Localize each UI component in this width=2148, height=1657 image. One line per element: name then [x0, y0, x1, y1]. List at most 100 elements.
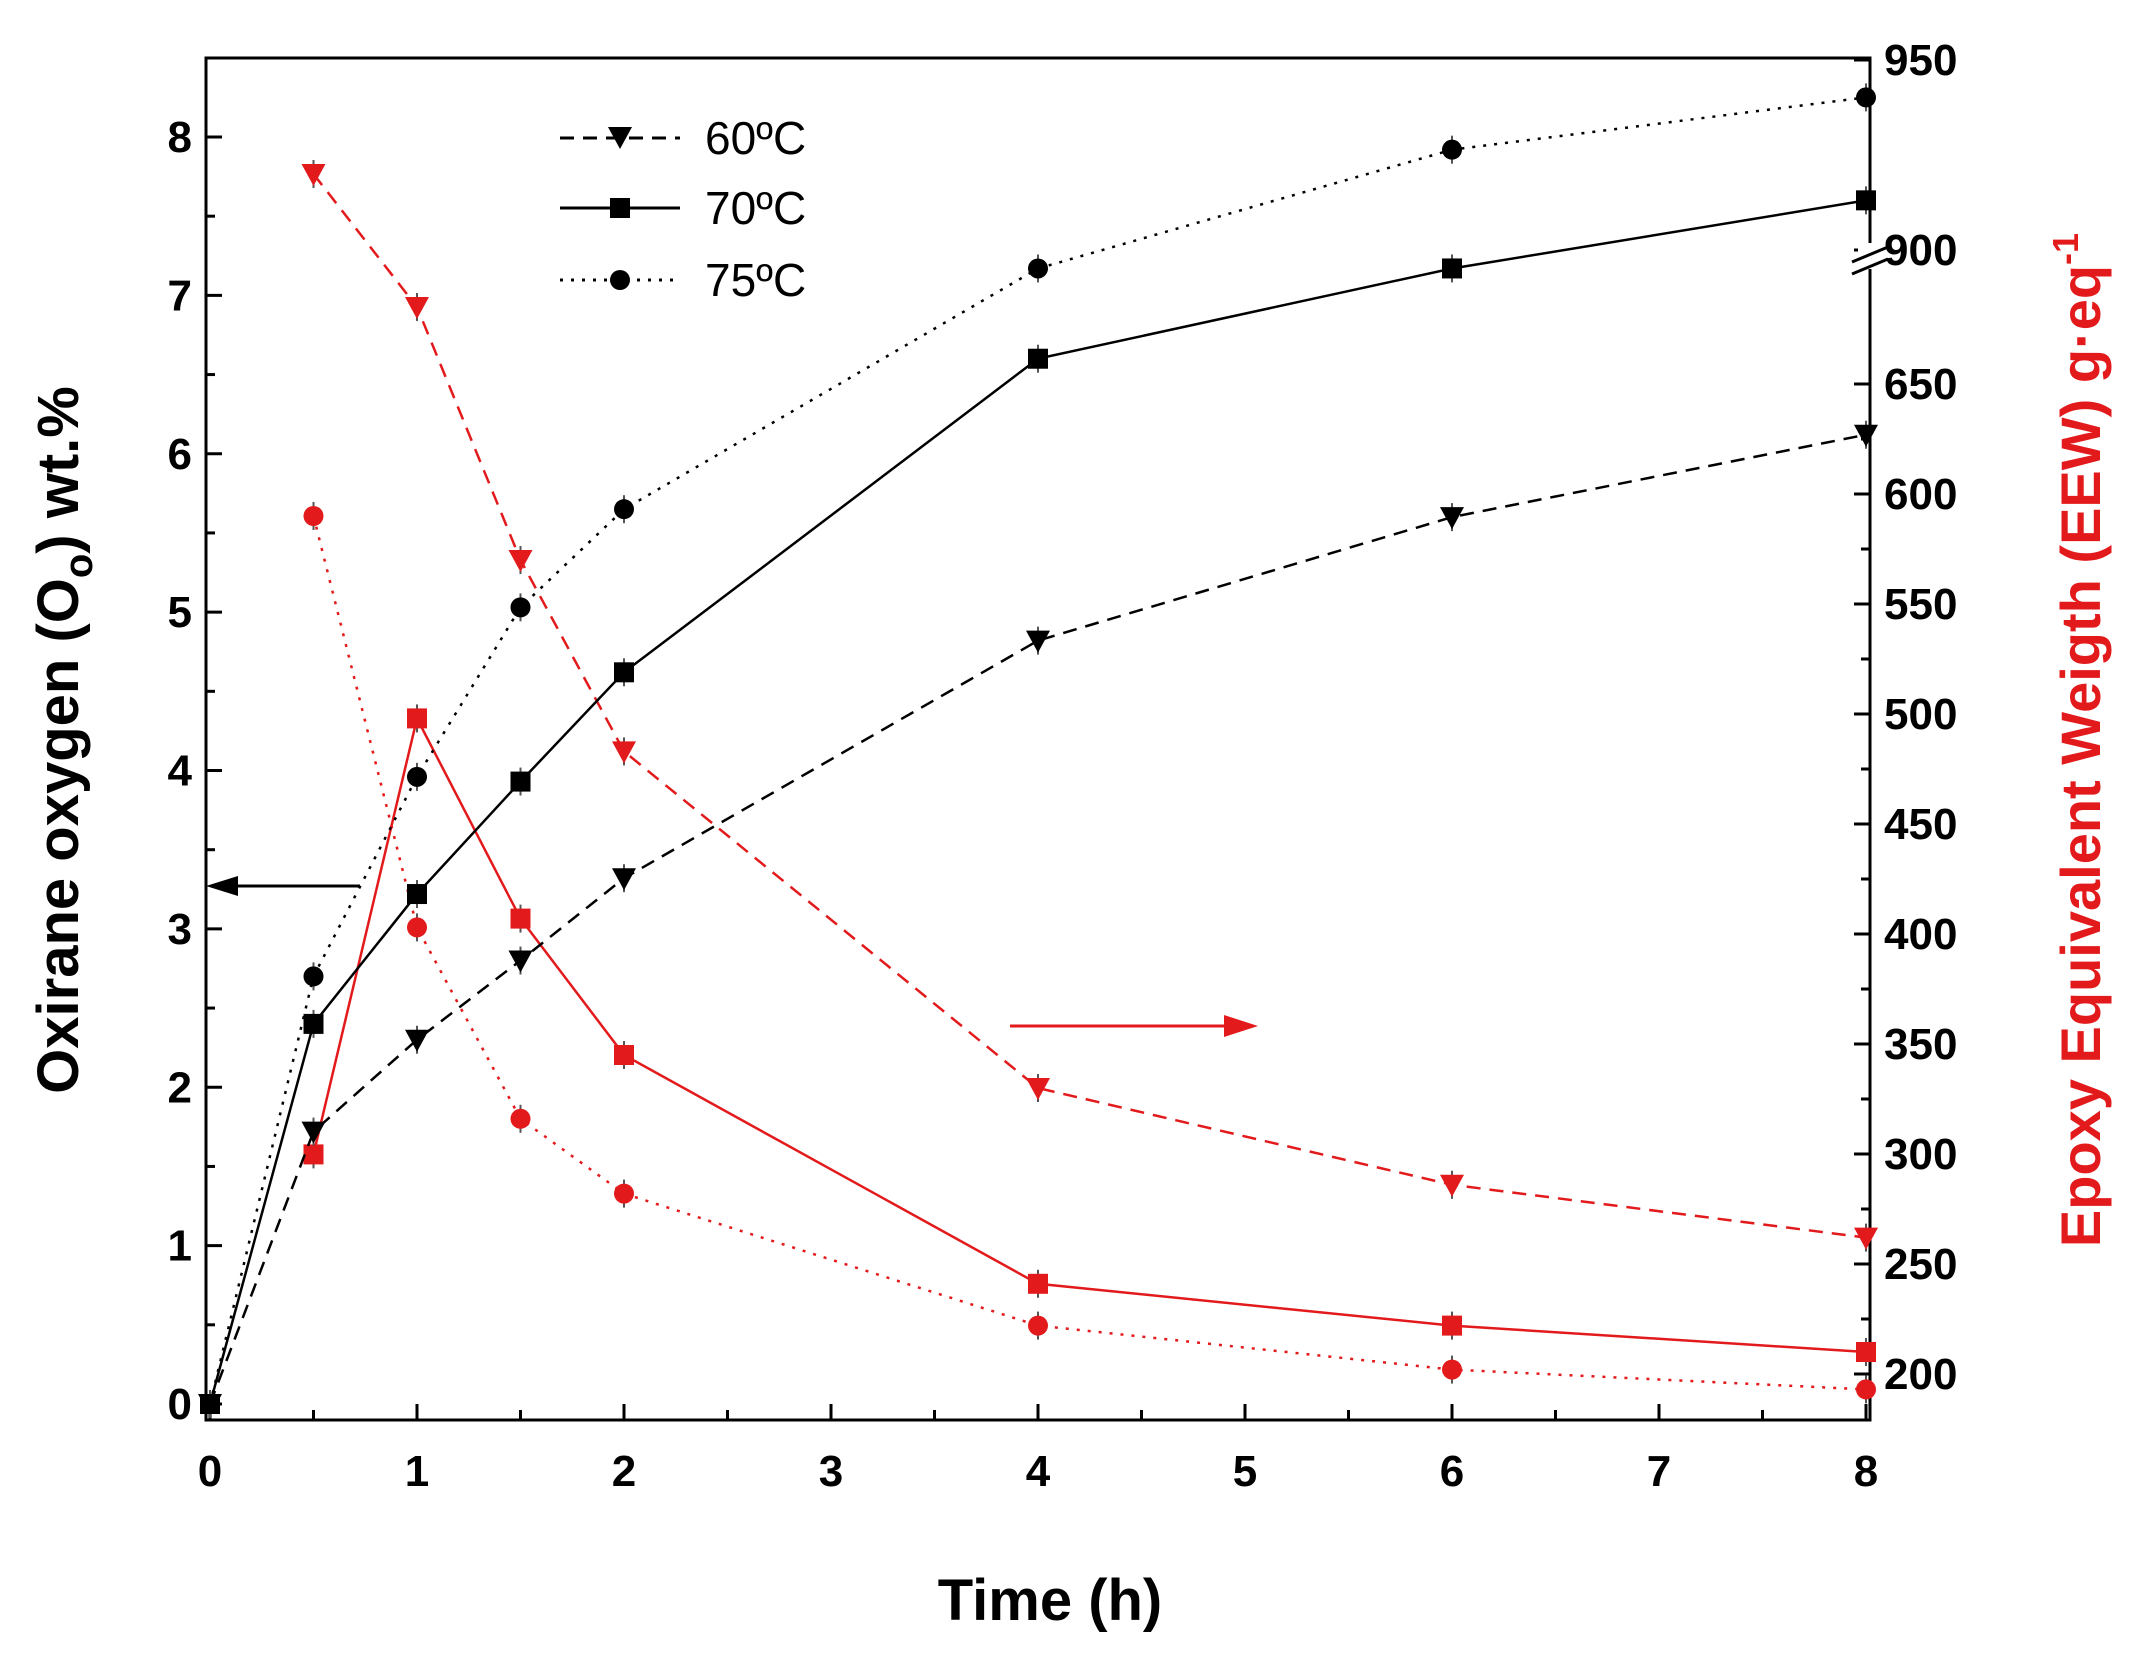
y-left-tick-label-4: 4	[168, 747, 193, 796]
eew-point-70ºC-2	[614, 1045, 634, 1065]
eew-point-70ºC-0.5	[303, 1144, 324, 1165]
oxirane-series-75ºC	[200, 83, 1876, 1418]
eew-series-60ºC	[301, 160, 1878, 1252]
eew-point-75ºC-2	[614, 1183, 634, 1204]
oxirane-point-75ºC-8	[1856, 87, 1876, 108]
oxirane-point-60ºC-1	[405, 1029, 429, 1052]
eew-point-60ºC-4	[1026, 1078, 1050, 1100]
y-left-tick-label-2: 2	[168, 1063, 192, 1112]
x-tick-label-3: 3	[819, 1447, 843, 1496]
y-right-tick-label-900: 900	[1884, 226, 1957, 275]
eew-point-60ºC-2	[612, 741, 636, 764]
oxirane-point-70ºC-2	[614, 662, 634, 683]
eew-point-60ºC-6	[1440, 1174, 1464, 1197]
eew-point-75ºC-8	[1856, 1379, 1876, 1400]
y-left-ticks: 0 1 2 3 4 5 6 7 8	[168, 113, 222, 1429]
eew-point-60ºC-8	[1854, 1227, 1878, 1250]
y-right-tick-label-500: 500	[1884, 690, 1957, 739]
oxirane-point-75ºC-1	[407, 766, 427, 787]
oxirane-point-75ºC-6	[1442, 139, 1462, 160]
x-axis-title: Time (h)	[938, 1568, 1163, 1633]
y-right-tick-label-400: 400	[1884, 910, 1957, 959]
y-right-tick-label-650: 650	[1884, 360, 1957, 409]
y-right-tick-label-600: 600	[1884, 470, 1957, 519]
y-right-tick-label-450: 450	[1884, 800, 1957, 849]
y-right-tick-label-950: 950	[1884, 36, 1957, 85]
eew-point-75ºC-4	[1028, 1315, 1048, 1336]
oxirane-point-60ºC-2	[612, 868, 636, 891]
y-left-tick-label-7: 7	[168, 271, 192, 320]
oxirane-series-70ºC	[200, 186, 1876, 1418]
eew-point-60ºC-1	[405, 297, 429, 319]
x-tick-label-8: 8	[1854, 1447, 1878, 1496]
y-right-tick-label-550: 550	[1884, 580, 1957, 629]
y-left-tick-label-0: 0	[168, 1380, 192, 1429]
x-tick-label-2: 2	[612, 1447, 636, 1496]
legend-marker-70	[610, 198, 630, 218]
y-right-tick-label-300: 300	[1884, 1130, 1957, 1179]
y-left-tick-label-5: 5	[168, 588, 192, 637]
y-left-tick-label-8: 8	[168, 113, 192, 162]
oxirane-point-70ºC-4	[1028, 348, 1048, 369]
eew-point-70ºC-4	[1028, 1273, 1048, 1294]
y-right-tick-label-350: 350	[1884, 1020, 1957, 1069]
oxirane-point-60ºC-1.5	[508, 950, 533, 973]
x-tick-label-5: 5	[1233, 1447, 1257, 1496]
oxirane-point-70ºC-6	[1442, 258, 1462, 279]
y-right-axis-title: Epoxy Equivalent Weigth (EEW) g·eq-1	[2045, 233, 2112, 1247]
legend-entry-75: 75ºC	[560, 254, 806, 306]
oxirane-point-75ºC-1.5	[510, 597, 531, 618]
eew-line-60ºC	[312, 173, 1867, 1239]
y-left-tick-label-3: 3	[168, 905, 192, 954]
eew-series-75ºC	[303, 502, 1876, 1404]
x-tick-label-1: 1	[405, 1447, 429, 1496]
oxirane-line-60ºC	[208, 433, 1867, 1405]
eew-point-75ºC-6	[1442, 1359, 1462, 1380]
oxirane-point-75ºC-4	[1028, 258, 1048, 279]
oxirane-series-60ºC	[198, 420, 1878, 1418]
oxirane-point-70ºC-8	[1856, 190, 1876, 211]
x-tick-label-6: 6	[1440, 1447, 1464, 1496]
eew-series-70ºC	[303, 704, 1876, 1366]
y-right-tick-label-250: 250	[1884, 1240, 1957, 1289]
legend-entry-60: 60ºC	[560, 112, 806, 164]
legend-label-75: 75ºC	[705, 254, 806, 306]
oxirane-point-60ºC-0.5	[301, 1121, 326, 1144]
x-tick-label-7: 7	[1647, 1447, 1671, 1496]
x-tick-label-0: 0	[198, 1447, 222, 1496]
oxirane-line-75ºC	[208, 96, 1867, 1405]
x-ticks: 0 1 2 3 4 5 6 7 8	[198, 1404, 1878, 1496]
eew-point-75ºC-0.5	[303, 506, 324, 526]
legend: 60ºC 70ºC 75ºC	[560, 112, 806, 306]
eew-line-70ºC	[312, 714, 1867, 1354]
y-left-tick-label-6: 6	[168, 430, 192, 479]
y-right-tick-label-200: 200	[1884, 1350, 1957, 1399]
legend-label-70: 70ºC	[705, 182, 806, 234]
oxirane-point-70ºC-1.5	[510, 771, 531, 792]
left-axis-arrow	[206, 876, 360, 896]
eew-point-70ºC-1.5	[510, 908, 531, 929]
right-axis-break	[1851, 243, 1889, 276]
oxirane-point-75ºC-0.5	[303, 966, 324, 987]
oxirane-point-75ºC-2	[614, 499, 634, 520]
x-tick-label-4: 4	[1026, 1447, 1051, 1496]
legend-marker-60	[608, 127, 632, 149]
oxirane-point-60ºC-8	[1854, 424, 1878, 447]
legend-label-60: 60ºC	[705, 112, 806, 164]
eew-point-70ºC-8	[1856, 1342, 1876, 1362]
eew-point-60ºC-0.5	[301, 164, 326, 186]
oxirane-point-70ºC-0.5	[303, 1013, 324, 1034]
eew-point-70ºC-1	[407, 708, 427, 729]
series-layer	[198, 83, 1878, 1418]
legend-entry-70: 70ºC	[560, 182, 806, 234]
y-left-tick-label-1: 1	[168, 1222, 192, 1271]
oxirane-point-75ºC-0	[200, 1394, 220, 1414]
oxirane-point-60ºC-4	[1026, 630, 1050, 653]
eew-point-70ºC-6	[1442, 1315, 1462, 1336]
right-axis-arrow	[1010, 1015, 1258, 1037]
eew-point-75ºC-1.5	[510, 1108, 531, 1129]
legend-marker-75	[610, 270, 630, 290]
oxirane-point-70ºC-1	[407, 884, 427, 905]
y-left-axis-title: Oxirane oxygen (Oo) wt.%	[26, 386, 101, 1094]
